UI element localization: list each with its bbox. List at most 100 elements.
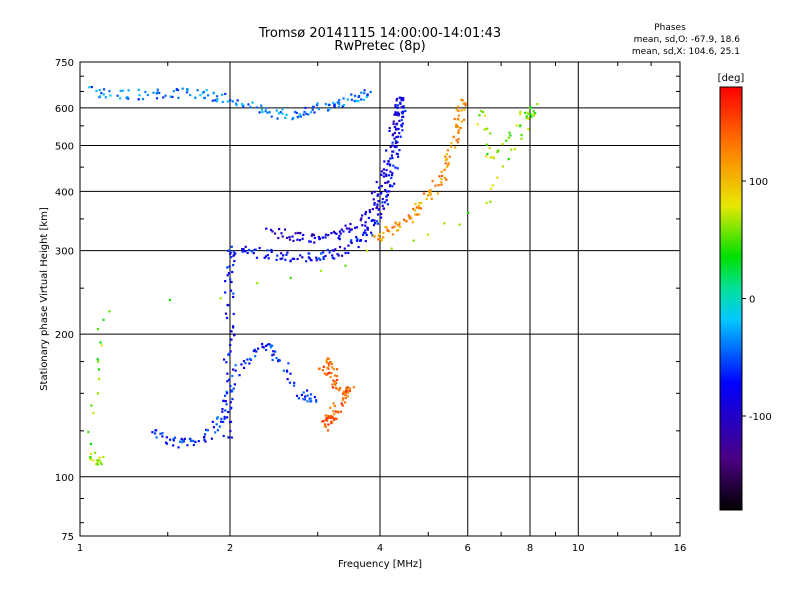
data-point [309, 240, 312, 243]
data-point [364, 229, 367, 232]
data-point [250, 250, 253, 253]
data-point [281, 108, 284, 111]
data-point [165, 442, 169, 445]
data-point [244, 250, 247, 253]
data-point [443, 168, 446, 171]
data-point [529, 113, 532, 116]
data-point [330, 231, 333, 235]
data-point [251, 101, 254, 104]
data-point [486, 127, 489, 130]
data-point [189, 438, 192, 441]
data-point [385, 169, 388, 172]
data-point [381, 204, 384, 207]
data-point [172, 439, 175, 442]
data-point [370, 231, 373, 234]
data-point [90, 85, 93, 89]
data-point [382, 207, 386, 210]
data-point [328, 103, 331, 106]
data-point [355, 226, 359, 229]
data-point [226, 274, 229, 277]
data-point [463, 108, 466, 111]
data-point [347, 251, 350, 255]
data-point [262, 346, 265, 349]
data-point [375, 206, 378, 210]
data-point [151, 431, 154, 434]
data-point [241, 105, 245, 108]
data-point [386, 181, 389, 184]
data-point [370, 219, 373, 222]
data-point [332, 230, 336, 233]
data-point [231, 270, 234, 274]
data-point [344, 251, 347, 255]
data-point [359, 239, 362, 242]
data-point [92, 412, 95, 415]
data-point [272, 350, 275, 353]
data-point [180, 437, 183, 441]
data-point [346, 386, 349, 389]
data-point [89, 458, 93, 461]
data-point [230, 338, 233, 341]
data-point [389, 157, 392, 160]
data-point [377, 238, 380, 241]
data-point [89, 442, 92, 446]
data-point [215, 423, 218, 426]
data-point [395, 145, 398, 148]
data-point [229, 289, 233, 292]
data-point [224, 400, 227, 403]
data-point [342, 97, 345, 100]
data-point [315, 256, 318, 259]
data-point [230, 280, 233, 284]
data-point [311, 108, 314, 111]
data-point [288, 238, 292, 241]
data-point [229, 420, 233, 423]
data-point [186, 88, 189, 91]
data-point [510, 148, 513, 151]
data-point [327, 415, 331, 418]
data-point [232, 250, 235, 253]
data-point [496, 150, 499, 154]
data-point [216, 416, 219, 419]
data-point [284, 258, 287, 261]
data-point [461, 99, 464, 102]
data-point [327, 416, 330, 420]
data-point [336, 375, 339, 378]
data-point [146, 93, 149, 97]
data-point [385, 199, 388, 202]
data-point [244, 362, 247, 365]
data-point [388, 129, 391, 133]
data-point [402, 106, 405, 109]
data-point [277, 236, 280, 240]
data-point [347, 244, 350, 247]
data-point [260, 108, 263, 111]
data-point [229, 401, 232, 404]
data-point [95, 89, 98, 93]
data-point [446, 163, 450, 167]
data-point [348, 230, 351, 233]
data-point [305, 389, 309, 392]
data-point [232, 295, 235, 299]
data-point [462, 102, 465, 105]
data-point [292, 239, 295, 242]
data-point [457, 105, 460, 108]
data-point [104, 96, 107, 99]
data-point [100, 462, 103, 466]
data-point [333, 105, 336, 108]
data-point [391, 141, 394, 144]
data-point [444, 158, 447, 161]
data-point [97, 368, 101, 371]
data-point [331, 421, 334, 424]
data-point [488, 147, 491, 150]
data-point [302, 113, 305, 116]
data-point [401, 129, 404, 132]
data-point [313, 111, 316, 114]
data-point [417, 204, 420, 207]
data-point [327, 362, 330, 365]
data-point [293, 384, 296, 387]
data-point [491, 184, 494, 187]
data-point [400, 111, 404, 114]
data-point [448, 155, 451, 158]
data-point [317, 236, 320, 239]
data-point [489, 187, 493, 190]
data-point [216, 98, 219, 101]
data-point [341, 399, 344, 402]
